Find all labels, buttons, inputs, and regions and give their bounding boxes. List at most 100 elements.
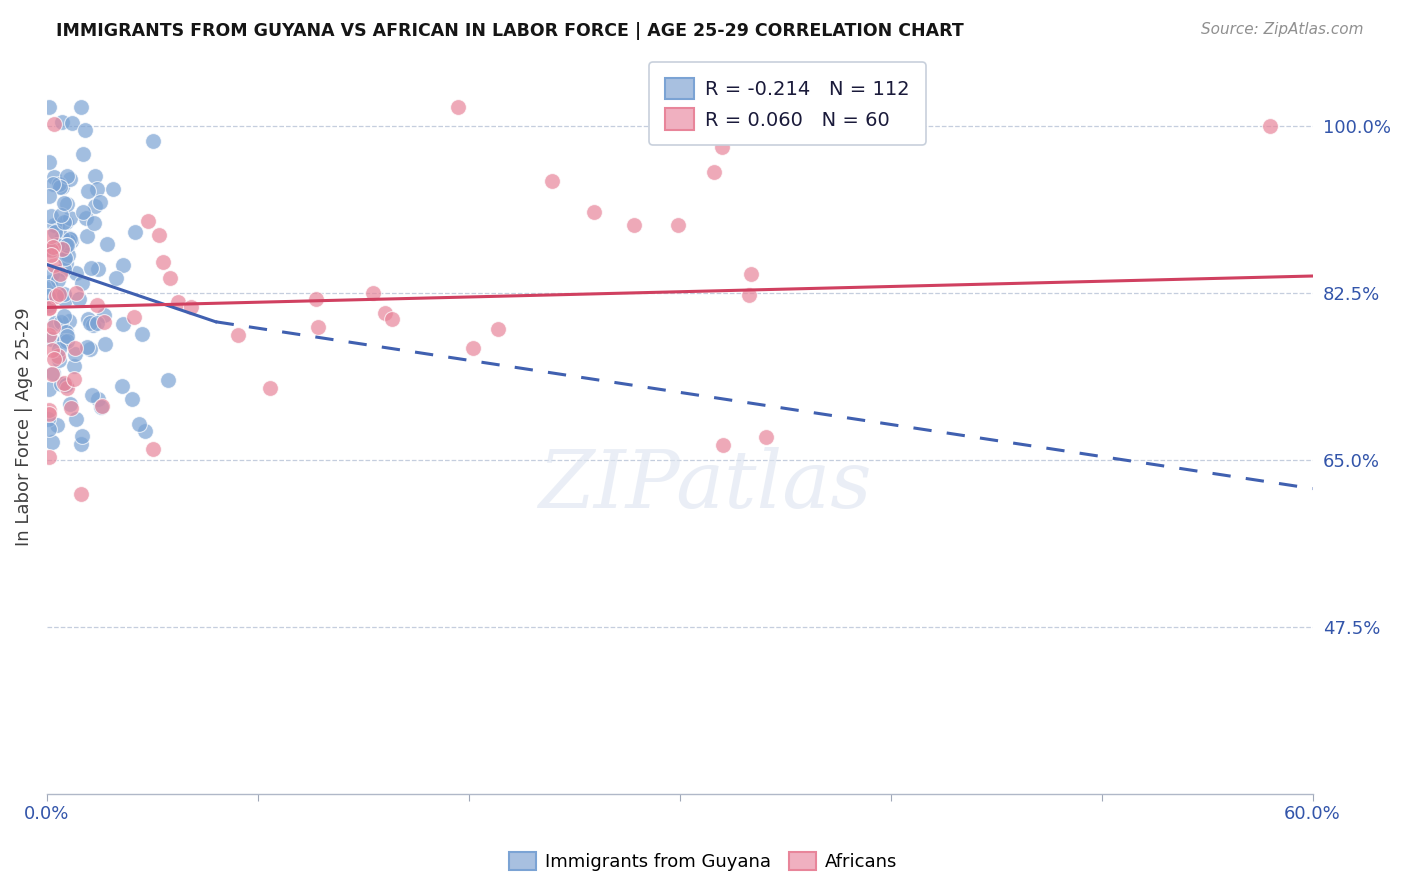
Point — [73, 123, 96, 137]
Point — [305, 292, 328, 306]
Point — [142, 134, 165, 148]
Text: IMMIGRANTS FROM GUYANA VS AFRICAN IN LABOR FORCE | AGE 25-29 CORRELATION CHART: IMMIGRANTS FROM GUYANA VS AFRICAN IN LAB… — [56, 22, 965, 40]
Point — [45, 219, 67, 234]
Point — [96, 236, 118, 251]
Point — [60, 116, 83, 130]
Point — [48, 353, 70, 368]
Text: Source: ZipAtlas.com: Source: ZipAtlas.com — [1201, 22, 1364, 37]
Point — [180, 300, 202, 314]
Point — [56, 197, 79, 211]
Point — [90, 400, 112, 414]
Point — [101, 182, 124, 196]
Point — [90, 399, 112, 413]
Point — [55, 215, 77, 229]
Point — [39, 275, 62, 289]
Point — [82, 318, 104, 332]
Point — [52, 215, 75, 229]
Point — [307, 320, 329, 334]
Legend: R = -0.214   N = 112, R = 0.060   N = 60: R = -0.214 N = 112, R = 0.060 N = 60 — [650, 62, 925, 145]
Point — [86, 182, 108, 196]
Point — [86, 316, 108, 330]
Point — [39, 243, 62, 257]
Point — [76, 228, 98, 243]
Point — [63, 372, 86, 386]
Point — [142, 442, 165, 456]
Point — [48, 343, 70, 357]
Point — [41, 343, 63, 358]
Point — [152, 255, 174, 269]
Point — [49, 180, 72, 194]
Point — [37, 280, 59, 294]
Point — [41, 267, 63, 281]
Point — [710, 140, 733, 154]
Point — [59, 397, 82, 411]
Point — [38, 301, 60, 316]
Point — [42, 367, 65, 381]
Point — [63, 341, 86, 355]
Point — [65, 412, 87, 426]
Point — [70, 487, 93, 501]
Point — [51, 230, 73, 244]
Text: ZIPatlas: ZIPatlas — [538, 447, 872, 524]
Point — [56, 169, 79, 183]
Point — [53, 195, 76, 210]
Point — [111, 258, 134, 272]
Point — [134, 425, 156, 439]
Point — [41, 209, 63, 223]
Point — [58, 234, 80, 248]
Point — [79, 316, 101, 330]
Point — [49, 208, 72, 222]
Point — [56, 240, 79, 254]
Point — [49, 376, 72, 391]
Point — [131, 326, 153, 341]
Point — [461, 341, 484, 355]
Point — [60, 234, 83, 248]
Point — [44, 169, 66, 184]
Point — [89, 194, 111, 209]
Legend: Immigrants from Guyana, Africans: Immigrants from Guyana, Africans — [502, 845, 904, 879]
Point — [46, 349, 69, 363]
Point — [37, 289, 59, 303]
Point — [38, 297, 60, 311]
Point — [59, 172, 82, 186]
Point — [226, 327, 249, 342]
Point — [41, 320, 63, 334]
Point — [56, 248, 79, 262]
Point — [138, 214, 160, 228]
Point — [46, 273, 69, 287]
Point — [41, 367, 63, 381]
Point — [711, 437, 734, 451]
Point — [44, 218, 66, 232]
Point — [738, 288, 761, 302]
Point — [55, 334, 77, 348]
Point — [148, 228, 170, 243]
Point — [167, 294, 190, 309]
Point — [55, 381, 77, 395]
Point — [37, 412, 59, 426]
Point — [1260, 120, 1282, 134]
Y-axis label: In Labor Force | Age 25-29: In Labor Force | Age 25-29 — [15, 308, 32, 546]
Point — [76, 340, 98, 354]
Point — [44, 225, 66, 239]
Point — [46, 237, 69, 252]
Point — [58, 314, 80, 328]
Point — [49, 267, 72, 281]
Point — [83, 199, 105, 213]
Point — [76, 311, 98, 326]
Point — [77, 185, 100, 199]
Point — [623, 218, 645, 232]
Point — [38, 422, 60, 436]
Point — [111, 379, 134, 393]
Point — [104, 271, 127, 285]
Point — [87, 392, 110, 407]
Point — [70, 276, 93, 290]
Point — [83, 169, 105, 183]
Point — [93, 315, 115, 329]
Point — [53, 251, 76, 265]
Point — [42, 351, 65, 366]
Point — [41, 177, 63, 191]
Point — [38, 382, 60, 396]
Point — [56, 328, 79, 343]
Point — [259, 381, 281, 395]
Point — [39, 228, 62, 243]
